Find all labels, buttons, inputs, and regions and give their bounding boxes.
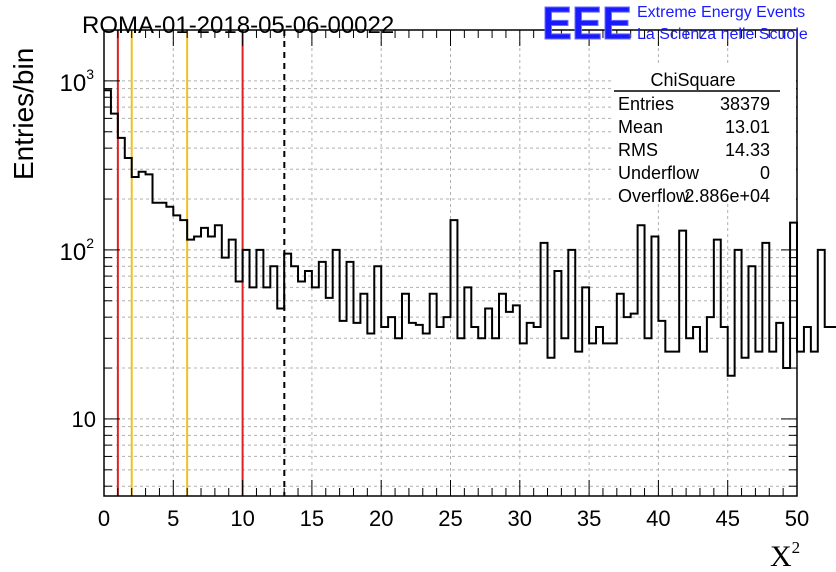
chart-title: ROMA-01-2018-05-06-00022: [82, 12, 394, 39]
histogram-series: [104, 89, 836, 377]
stats-value: 13.01: [725, 117, 770, 137]
stats-label: RMS: [618, 140, 658, 160]
marker-lines: [116, 30, 286, 496]
org-name: Extreme Energy Events: [637, 4, 805, 21]
x-tick-label: 30: [508, 506, 532, 531]
eee-logo: EEE: [542, 0, 632, 49]
stats-value: 14.33: [725, 140, 770, 160]
stats-box: ChiSquare Entries 38379 Mean 13.01 RMS 14.33 U…: [614, 64, 796, 206]
x-tick-label: 20: [369, 506, 393, 531]
stats-label: Mean: [618, 117, 663, 137]
y-axis-label: Entries/bin: [8, 48, 39, 180]
x-axis-label: X2: [770, 538, 800, 572]
x-tick-label: 15: [300, 506, 324, 531]
x-tick-label: 5: [167, 506, 179, 531]
y-tick-label: 102: [60, 235, 95, 266]
x-tick-label: 10: [230, 506, 254, 531]
x-tick-label: 50: [785, 506, 809, 531]
stats-value: 2.886e+04: [684, 186, 770, 206]
x-tick-label: 40: [646, 506, 670, 531]
stats-label: Underflow: [618, 163, 700, 183]
tick-labels: 0 5 10 15 20 25 30 35 40 45 50 10 102 103: [60, 66, 810, 531]
stats-title: ChiSquare: [650, 70, 735, 90]
x-tick-label: 35: [577, 506, 601, 531]
axis-ticks: [103, 30, 798, 496]
y-tick-label: 103: [60, 66, 95, 97]
x-tick-label: 25: [438, 506, 462, 531]
stats-value: 0: [760, 163, 770, 183]
x-tick-label: 45: [715, 506, 739, 531]
stats-label: Entries: [618, 94, 674, 114]
y-tick-label: 10: [72, 407, 96, 432]
org-subtitle: La Scienza nelle Scuole: [637, 26, 808, 43]
stats-value: 38379: [720, 94, 770, 114]
x-tick-label: 0: [98, 506, 110, 531]
stats-label: Overflow: [618, 186, 690, 206]
